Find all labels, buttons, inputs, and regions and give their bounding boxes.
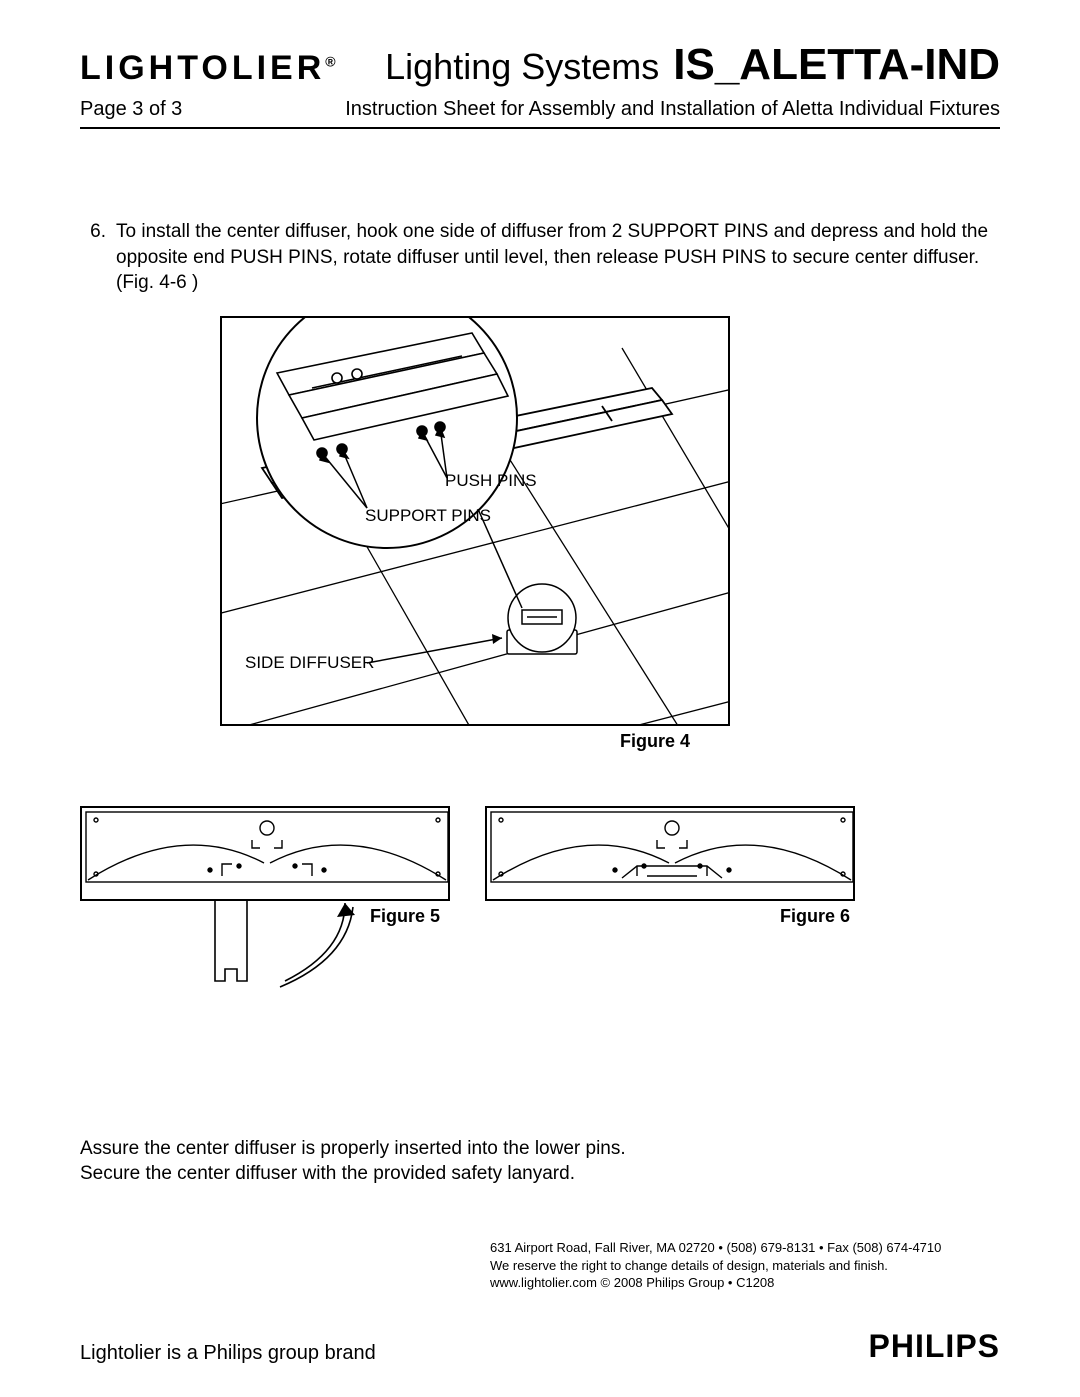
figure-5 (80, 806, 450, 901)
lighting-systems-label: Lighting Systems (385, 46, 659, 88)
note-line-1: Assure the center diffuser is properly i… (80, 1136, 626, 1162)
figures-area: PUSH PINS SUPPORT PINS SIDE DIFFUSER Fig… (80, 316, 1000, 1016)
footer-address: 631 Airport Road, Fall River, MA 02720 •… (490, 1239, 941, 1257)
product-code: IS_ALETTA-IND (673, 40, 1000, 90)
step-number: 6. (80, 219, 116, 296)
label-push-pins: PUSH PINS (445, 471, 537, 491)
header-row: LIGHTOLIER® Lighting Systems IS_ALETTA-I… (80, 40, 1000, 90)
logo-reg: ® (325, 54, 335, 70)
philips-wordmark: PHILIPS (869, 1328, 1000, 1365)
closing-notes: Assure the center diffuser is properly i… (80, 1136, 626, 1187)
figure-6-svg (487, 808, 857, 903)
page-number: Page 3 of 3 (80, 98, 182, 121)
figure-6-caption: Figure 6 (780, 906, 850, 927)
instruction-step: 6. To install the center diffuser, hook … (80, 219, 1000, 296)
brand-line: Lightolier is a Philips group brand (80, 1342, 376, 1365)
logo-text: LIGHTOLIER (80, 49, 325, 87)
figure-5-svg (82, 808, 452, 903)
figure-5-caption: Figure 5 (370, 906, 440, 927)
sub-header-row: Page 3 of 3 Instruction Sheet for Assemb… (80, 98, 1000, 121)
note-line-2: Secure the center diffuser with the prov… (80, 1161, 626, 1187)
sheet-description: Instruction Sheet for Assembly and Insta… (345, 98, 1000, 121)
label-support-pins: SUPPORT PINS (365, 506, 491, 526)
figure-4-caption: Figure 4 (620, 731, 690, 752)
footer-copyright: www.lightolier.com © 2008 Philips Group … (490, 1274, 941, 1292)
step-text: To install the center diffuser, hook one… (116, 219, 1000, 296)
label-side-diffuser: SIDE DIFFUSER (245, 653, 374, 673)
brand-logo: LIGHTOLIER® (80, 49, 336, 88)
footer-disclaimer: We reserve the right to change details o… (490, 1257, 941, 1275)
title-group: Lighting Systems IS_ALETTA-IND (385, 40, 1000, 90)
figure-6 (485, 806, 855, 901)
footer-fine-print: 631 Airport Road, Fall River, MA 02720 •… (490, 1239, 941, 1292)
page: LIGHTOLIER® Lighting Systems IS_ALETTA-I… (0, 0, 1080, 1397)
footer-row: Lightolier is a Philips group brand PHIL… (80, 1328, 1000, 1365)
header-rule (80, 127, 1000, 129)
